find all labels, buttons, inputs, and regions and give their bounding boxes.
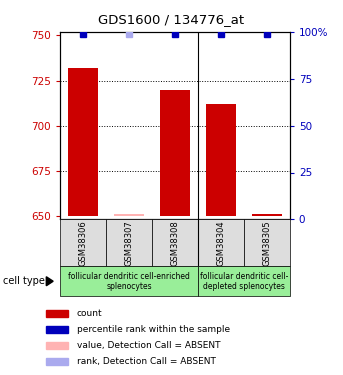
- Text: value, Detection Call = ABSENT: value, Detection Call = ABSENT: [76, 341, 220, 350]
- Bar: [252, 214, 282, 216]
- Bar: [60, 219, 106, 266]
- Bar: [114, 214, 144, 216]
- Bar: [60, 266, 198, 296]
- Bar: [46, 326, 68, 333]
- Text: GSM38307: GSM38307: [125, 220, 133, 266]
- Bar: [46, 358, 68, 365]
- Text: GSM38308: GSM38308: [170, 220, 179, 266]
- Text: cell type: cell type: [3, 276, 45, 286]
- Bar: [244, 219, 290, 266]
- Text: GSM38306: GSM38306: [79, 220, 87, 266]
- Text: percentile rank within the sample: percentile rank within the sample: [76, 325, 230, 334]
- Text: count: count: [76, 309, 102, 318]
- Bar: [152, 219, 198, 266]
- Bar: [160, 90, 190, 216]
- Polygon shape: [46, 277, 53, 286]
- Text: GSM38305: GSM38305: [262, 220, 271, 266]
- Bar: [206, 104, 236, 216]
- Text: GDS1600 / 134776_at: GDS1600 / 134776_at: [98, 13, 245, 26]
- Bar: [198, 266, 290, 296]
- Text: GSM38304: GSM38304: [216, 220, 225, 266]
- Text: follicular dendritic cell-enriched
splenocytes: follicular dendritic cell-enriched splen…: [68, 272, 190, 291]
- Bar: [68, 68, 98, 216]
- Bar: [198, 219, 244, 266]
- Bar: [106, 219, 152, 266]
- Bar: [46, 342, 68, 349]
- Text: follicular dendritic cell-
depleted splenocytes: follicular dendritic cell- depleted sple…: [200, 272, 288, 291]
- Bar: [46, 309, 68, 317]
- Text: rank, Detection Call = ABSENT: rank, Detection Call = ABSENT: [76, 357, 215, 366]
